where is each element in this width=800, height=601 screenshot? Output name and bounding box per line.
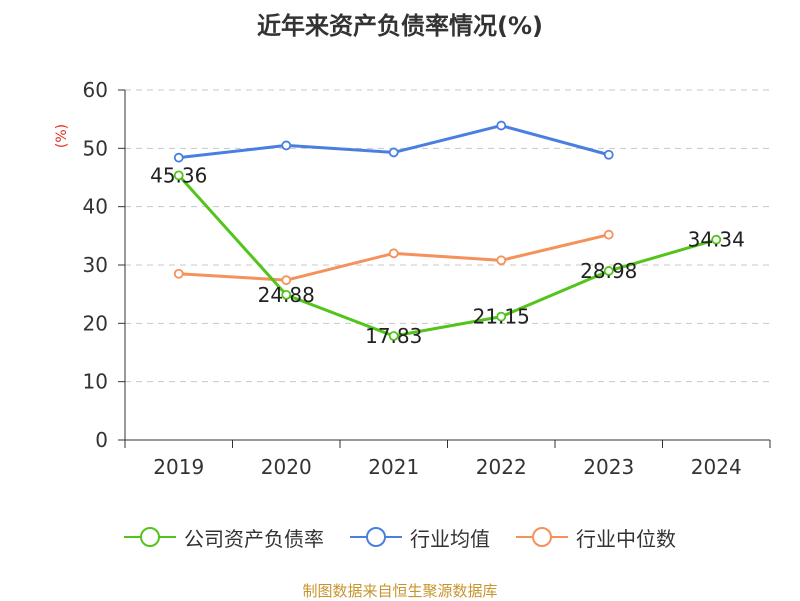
legend-item: 公司资产负债率 bbox=[124, 523, 324, 552]
data-point bbox=[281, 289, 292, 300]
x-tick-label: 2019 bbox=[153, 455, 204, 479]
legend-swatch-marker bbox=[532, 527, 552, 547]
legend-label: 行业中位数 bbox=[576, 526, 676, 551]
data-label: 17.83 bbox=[365, 324, 422, 348]
x-tick-label: 2023 bbox=[583, 455, 634, 479]
data-point bbox=[281, 275, 292, 286]
data-label: 28.98 bbox=[580, 259, 637, 283]
x-tick-label: 2022 bbox=[476, 455, 527, 479]
legend-swatch-marker bbox=[140, 527, 160, 547]
x-tick-label: 2020 bbox=[261, 455, 312, 479]
data-label: 34.34 bbox=[688, 228, 745, 252]
data-point bbox=[711, 234, 722, 245]
chart-title: 近年来资产负债率情况(%) bbox=[257, 12, 543, 40]
y-tick-label: 60 bbox=[83, 78, 108, 102]
data-point bbox=[281, 140, 292, 151]
data-label: 21.15 bbox=[473, 305, 530, 329]
data-point bbox=[173, 152, 184, 163]
data-label: 24.88 bbox=[258, 283, 315, 307]
gridlines bbox=[125, 89, 770, 383]
y-tick-label: 0 bbox=[95, 428, 108, 452]
data-point bbox=[496, 255, 507, 266]
y-tick-label: 20 bbox=[83, 311, 108, 335]
data-point bbox=[173, 170, 184, 181]
data-point bbox=[388, 248, 399, 259]
data-point bbox=[173, 268, 184, 279]
data-point bbox=[603, 229, 614, 240]
data-point bbox=[603, 149, 614, 160]
data-labels: 45.36 24.88 17.83 21.15 28.98 34.34 bbox=[150, 163, 745, 348]
data-point bbox=[603, 266, 614, 276]
y-tick-label: 10 bbox=[83, 370, 108, 394]
series-lines bbox=[173, 120, 722, 341]
legend-item: 行业均值 bbox=[350, 523, 490, 552]
data-point bbox=[388, 147, 399, 158]
legend-swatch-marker bbox=[366, 527, 386, 547]
legend-label: 公司资产负债率 bbox=[184, 526, 324, 551]
data-point bbox=[496, 311, 507, 322]
legend-swatch bbox=[516, 527, 568, 547]
legend-swatch bbox=[350, 527, 402, 547]
y-tick-label: 30 bbox=[83, 253, 108, 277]
series-line bbox=[177, 174, 717, 338]
x-tick-label: 2024 bbox=[691, 455, 742, 479]
data-point bbox=[496, 120, 507, 131]
legend: 公司资产负债率 行业均值 行业中位数 bbox=[0, 520, 800, 554]
axes: 0 10 20 30 40 50 60 2019 2020 2021 2022 2023 2024 bbox=[83, 78, 771, 479]
x-tick-label: 2021 bbox=[368, 455, 419, 479]
y-tick-label: 40 bbox=[83, 195, 108, 219]
data-point bbox=[388, 331, 399, 341]
y-tick-label: 50 bbox=[83, 136, 108, 160]
source-note: 制图数据来自恒生聚源数据库 bbox=[302, 582, 498, 600]
data-label: 45.36 bbox=[150, 163, 207, 187]
legend-item: 行业中位数 bbox=[516, 523, 676, 552]
legend-swatch bbox=[124, 527, 176, 547]
legend-label: 行业均值 bbox=[410, 526, 490, 551]
